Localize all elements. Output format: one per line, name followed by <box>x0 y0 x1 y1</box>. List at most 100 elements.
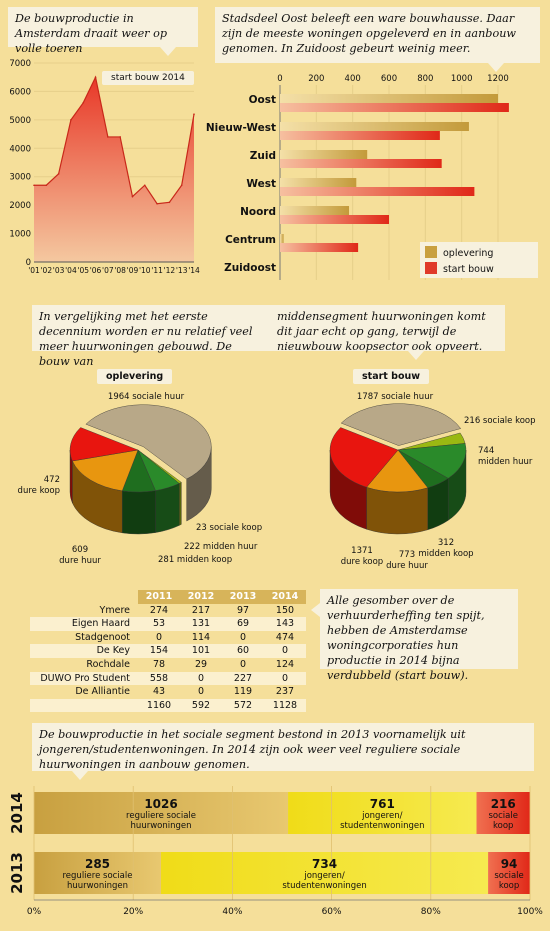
y-tick-label: 2000 <box>9 201 31 211</box>
pie-callout-text-right: middensegment huurwoningen komt dit jaar… <box>277 310 486 353</box>
stack-segment <box>488 852 530 894</box>
data-point <box>70 119 72 121</box>
row-name: Eigen Haard <box>30 617 138 631</box>
cell: 97 <box>236 604 250 616</box>
pie-label: 609 dure huur <box>59 545 101 566</box>
pie-side <box>122 490 156 535</box>
data-point <box>156 202 158 205</box>
pie-label-name: midden koop <box>418 549 473 559</box>
pie-label: 281 midden koop <box>158 555 232 565</box>
category-label: West <box>246 178 276 190</box>
stack-segment-value: 1026 <box>144 797 178 811</box>
data-point <box>168 201 171 204</box>
cell: 101 <box>180 644 222 658</box>
x-tick-label: 60% <box>322 907 342 917</box>
pie-callout-text-left: In vergelijking met het eerste decennium… <box>39 310 253 368</box>
stack-segment-name: reguliere sociale <box>126 811 197 821</box>
pie-label-value: 609 <box>72 545 88 555</box>
bar-start-bouw <box>280 215 389 224</box>
pie-label: 472 dure koop <box>18 475 60 496</box>
data-point <box>119 136 121 138</box>
line-chart-callout: De bouwproductie in Amsterdam draait wee… <box>8 7 198 55</box>
x-tick-label: 100% <box>517 907 543 917</box>
cell: 119 <box>233 686 253 698</box>
bar-start-bouw <box>280 187 475 196</box>
pie-side <box>178 482 182 526</box>
row-name: Rochdale <box>86 658 130 670</box>
pie-label-name: dure koop <box>18 486 60 496</box>
legend-label-start-bouw: start bouw <box>443 264 494 275</box>
x-tick-label: 80% <box>421 907 441 917</box>
corporations-table: 2011 2012 2013 2014 Ymere 274 217 97 150 Eig… <box>30 590 306 713</box>
pie-title-start-bouw: start bouw <box>353 369 430 384</box>
stack-segment-name: koop <box>498 881 520 891</box>
total-cell: 572 <box>222 698 264 713</box>
cell: 150 <box>275 604 295 616</box>
legend-swatch-oplevering <box>425 246 437 258</box>
x-tick-label: '03 <box>53 266 65 275</box>
col-2013: 2013 <box>222 590 264 604</box>
data-point <box>45 184 48 187</box>
pie-label: 1371 dure koop <box>341 546 383 567</box>
stacked-bar-callout: De bouwproductie in het sociale segment … <box>32 723 534 771</box>
row-name: DUWO Pro Student <box>30 671 138 686</box>
bar-callout-tail <box>488 63 504 72</box>
stack-segment-name: reguliere sociale <box>62 871 133 881</box>
bar-start-bouw <box>280 103 509 112</box>
pie-label-name: dure koop <box>341 557 383 567</box>
total-cell: 592 <box>180 698 222 713</box>
x-tick-label: '09 <box>127 266 139 275</box>
pie-label-name: dure huur <box>59 556 101 566</box>
line-callout-tail <box>160 47 176 56</box>
pie-label: 216 sociale koop <box>464 416 536 426</box>
stack-segment-label: 216 sociale koop <box>477 798 530 832</box>
bar-chart-callout: Stadsdeel Oost beleeft een ware bouwhaus… <box>215 7 540 63</box>
y-tick-label: 4000 <box>9 144 31 154</box>
stack-segment-label: 285 reguliere sociale huurwoningen <box>34 857 161 892</box>
x-tick-label: 600 <box>381 74 397 84</box>
stack-segment-label: 1026 reguliere sociale huurwoningen <box>34 797 288 832</box>
row-name: De Key <box>30 644 138 658</box>
pie-callout-right: middensegment huurwoningen komt dit jaar… <box>270 305 505 353</box>
bar-oplevering <box>280 234 284 243</box>
x-tick-label: 0 <box>277 74 282 84</box>
stack-segment-name: sociale <box>488 811 518 821</box>
stack-segment <box>161 852 489 894</box>
col-2014: 2014 <box>264 590 306 604</box>
pie-label: 222 midden huur <box>184 542 258 552</box>
pie-label-name: dure huur <box>386 561 428 571</box>
y-tick-label: 5000 <box>9 116 31 126</box>
table-row: Ymere 274 217 97 150 <box>30 604 306 618</box>
pie-slice <box>366 449 429 493</box>
pie-label: 1787 sociale huur <box>357 392 434 402</box>
pie-side <box>366 486 428 535</box>
table-row: Rochdale 78 29 0 124 <box>30 658 306 672</box>
data-point <box>180 184 183 187</box>
table-corner <box>30 590 138 604</box>
x-tick-label: 200 <box>308 74 324 84</box>
x-tick-label: 0% <box>27 907 42 917</box>
stacked-callout-tail <box>72 771 88 780</box>
category-label: Nieuw-West <box>206 122 276 134</box>
category-label: Zuid <box>250 150 276 162</box>
table-callout-tail <box>311 603 320 617</box>
x-tick-label: '13 <box>176 266 188 275</box>
pie-label-name: midden huur <box>478 457 533 467</box>
stack-segment-value: 285 <box>84 857 111 871</box>
data-point <box>131 195 134 198</box>
x-tick-label: 800 <box>417 74 433 84</box>
category-label: Zuidoost <box>224 262 276 274</box>
pie-label-value: 773 <box>399 550 415 560</box>
pie-slice <box>69 427 139 462</box>
cell: 0 <box>264 644 306 658</box>
stack-segment-name: huurwoningen <box>67 881 128 891</box>
table-row: De Alliantie 43 0 119 237 <box>30 685 306 699</box>
bar-oplevering <box>280 150 368 159</box>
pie-title-oplevering: oplevering <box>97 369 173 384</box>
x-tick-label: '01 <box>28 266 40 275</box>
stack-segment-value: 734 <box>312 857 338 871</box>
cell: 114 <box>191 631 211 643</box>
pie-slice <box>329 427 399 488</box>
cell: 154 <box>138 644 180 658</box>
stack-segment <box>34 792 289 834</box>
